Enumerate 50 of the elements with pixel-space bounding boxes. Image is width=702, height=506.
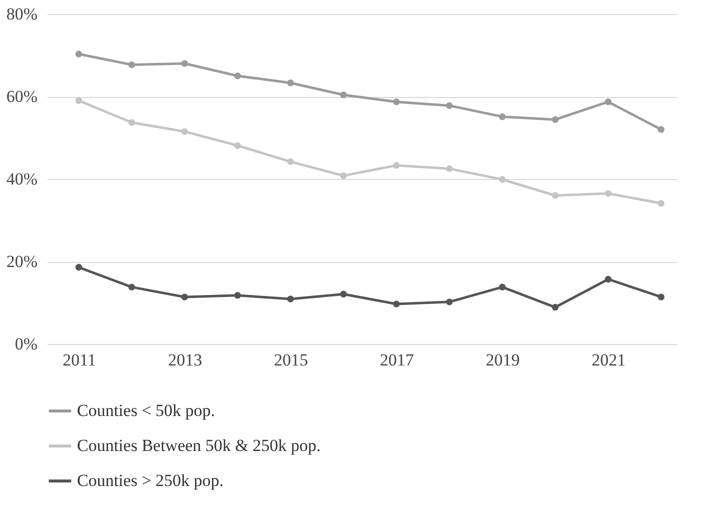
x-tick-label: 2015 (274, 350, 308, 370)
legend-label: Counties > 250k pop. (77, 471, 224, 490)
point (604, 276, 612, 283)
point (498, 176, 506, 183)
legend-label: Counties Between 50k & 250k pop. (77, 436, 321, 455)
point (446, 298, 453, 306)
point (340, 172, 347, 180)
y-tick-label: 40% (6, 170, 38, 188)
point (446, 165, 453, 172)
point (181, 60, 188, 67)
point (604, 190, 612, 197)
x-tick-label: 2019 (486, 350, 520, 370)
point (128, 119, 136, 126)
point (552, 192, 559, 199)
point (446, 102, 453, 109)
point (75, 97, 82, 104)
y-tick-label: 0% (14, 334, 38, 354)
x-tick-label: 2021 (592, 350, 626, 370)
point (393, 162, 400, 169)
point (234, 72, 241, 80)
y-tick-label: 20% (6, 252, 38, 271)
point (287, 158, 294, 166)
y-tick-label: 80% (6, 4, 38, 24)
legend-label: Counties < 50k pop. (77, 401, 216, 420)
point (498, 284, 506, 290)
point (181, 128, 188, 135)
x-tick-label: 2011 (62, 350, 96, 370)
point (128, 61, 136, 68)
point (552, 304, 559, 311)
point (658, 294, 664, 300)
point (552, 116, 559, 123)
point (128, 284, 136, 290)
point (658, 200, 664, 207)
point (75, 50, 82, 58)
point (658, 126, 664, 133)
point (181, 294, 188, 300)
x-tick-label: 2017 (380, 350, 414, 370)
x-tick-label: 2013 (168, 350, 202, 370)
point (287, 296, 294, 302)
point (287, 80, 294, 86)
point (498, 113, 506, 120)
point (340, 290, 347, 298)
point (393, 98, 400, 106)
point (340, 92, 347, 98)
y-tick-label: 60% (6, 87, 38, 106)
point (75, 264, 82, 271)
point (604, 98, 612, 106)
point (234, 292, 241, 299)
point (393, 300, 400, 308)
point (234, 142, 241, 149)
